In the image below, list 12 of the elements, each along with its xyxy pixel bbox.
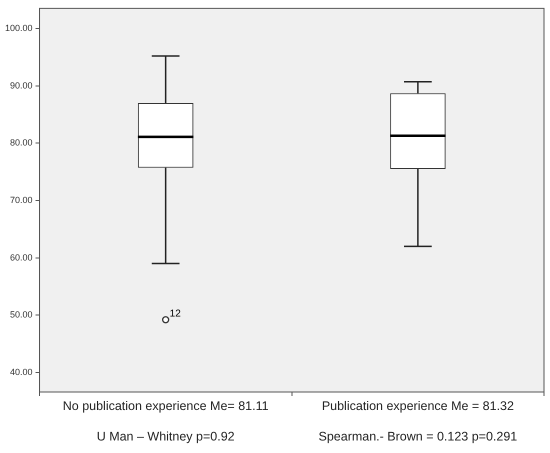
y-tick-label: 60.00 [10,252,33,262]
y-tick-label: 50.00 [10,310,33,320]
y-tick-label: 90.00 [10,80,33,90]
y-tick-label: 40.00 [10,366,33,377]
text: Spearman.- Brown = 0.123 p=0.291 [318,429,518,444]
y-tick-label: 70.00 [10,194,33,205]
x-tick-label: No publication experience Me= 81.11 [62,398,269,413]
y-tick-label: 100.00 [4,22,33,33]
x-tick-label: Publication experience Me = 81.32 [322,398,514,413]
y-tick-label: 80.00 [10,138,33,148]
text: U Man – Whitney p=0.92 [96,429,235,444]
annotation: 12 [170,308,182,320]
